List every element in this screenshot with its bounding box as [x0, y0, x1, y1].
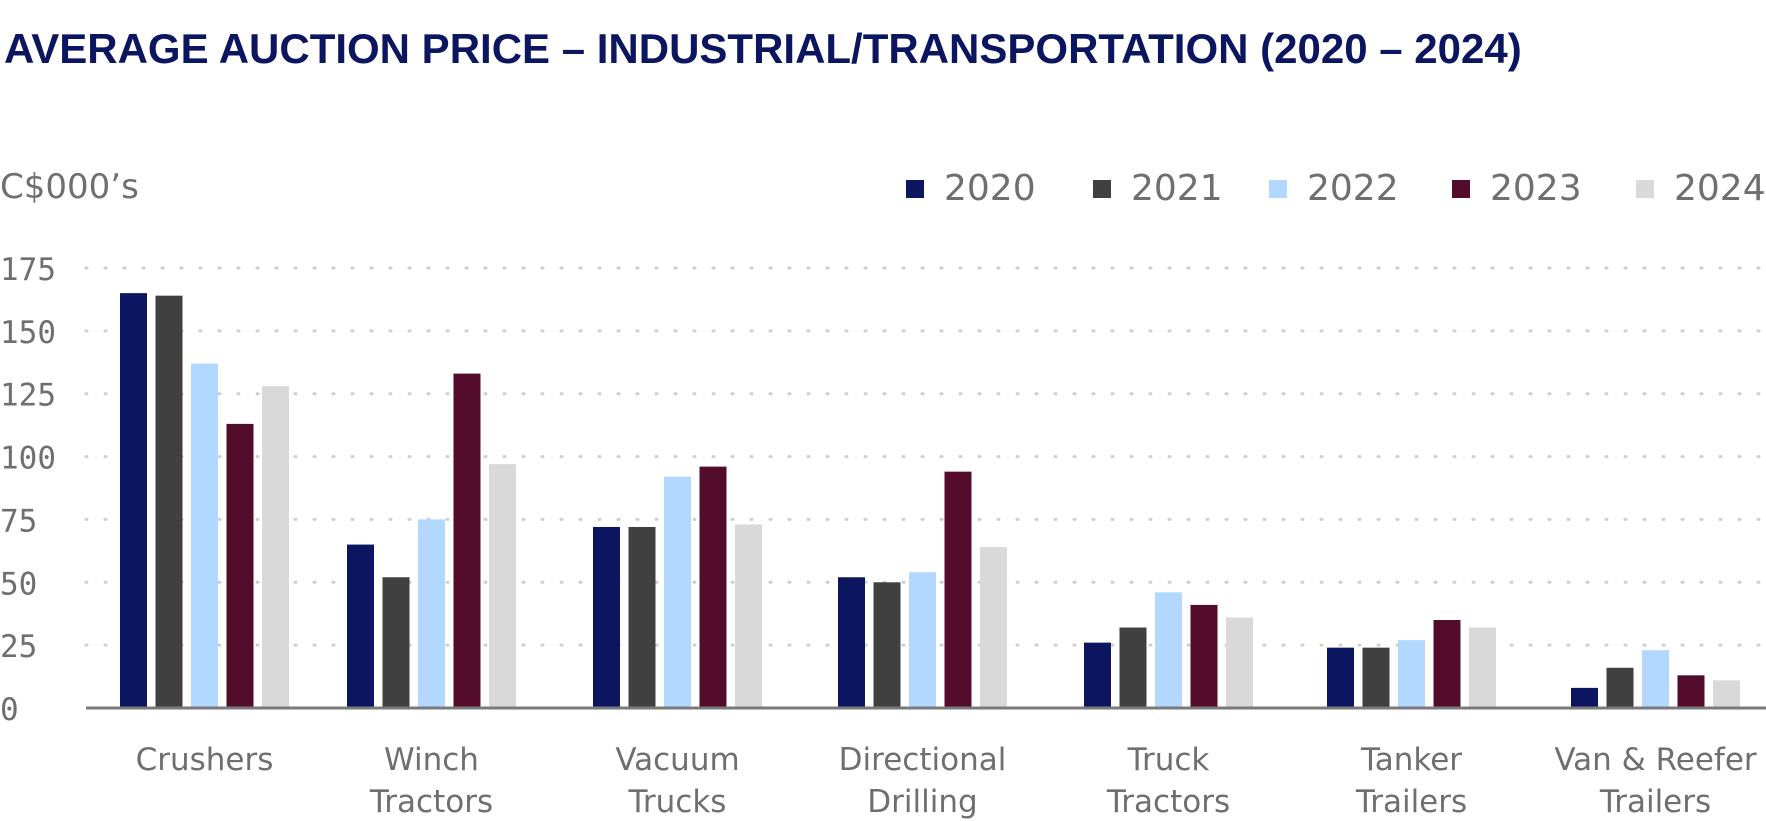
legend-swatch-2024 [1636, 180, 1654, 198]
x-category-label: Trucks [628, 784, 727, 820]
bar [347, 544, 374, 708]
x-axis-category-labels: Crushers Winch Tractors Vacuum Trucks Directi… [136, 742, 1757, 820]
bar [155, 295, 183, 708]
bar [873, 582, 901, 708]
legend-label-2023: 2023 [1490, 168, 1582, 209]
bar [1571, 687, 1598, 708]
bar [1327, 647, 1354, 708]
y-axis-unit-label: C$000’s [0, 167, 139, 207]
x-category-label: Truck [1127, 742, 1210, 778]
bar [980, 547, 1007, 708]
bar [1119, 627, 1147, 708]
legend-swatch-2021 [1093, 180, 1111, 198]
bar [1642, 650, 1669, 708]
x-category-label: Tractors [1106, 784, 1230, 820]
legend-label-2022: 2022 [1307, 168, 1399, 209]
legend-label-2024: 2024 [1674, 168, 1766, 209]
y-tick-label: 0 [0, 692, 19, 728]
bar [838, 577, 865, 708]
bar [120, 293, 147, 708]
x-category-label: Crushers [136, 742, 274, 778]
y-axis-ticks: 0 25 50 75 100 125 150 175 [0, 252, 56, 728]
bar [944, 471, 972, 708]
bar [1190, 604, 1218, 708]
bar [226, 423, 254, 708]
x-category-label: Van & Reefer [1554, 742, 1757, 778]
bar [1362, 647, 1390, 708]
bar [1606, 667, 1634, 708]
legend-swatch-2023 [1452, 180, 1470, 198]
legend-swatch-2022 [1269, 180, 1287, 198]
bar [1226, 617, 1253, 708]
x-category-label: Vacuum [615, 742, 739, 778]
bars [120, 293, 1740, 708]
bar [382, 577, 410, 708]
bar [1084, 642, 1111, 708]
bar [1398, 640, 1425, 708]
x-category-label: Trailers [1599, 784, 1711, 820]
bar [453, 373, 481, 708]
legend-label-2021: 2021 [1131, 168, 1223, 209]
bar [593, 526, 620, 708]
legend-label-2020: 2020 [944, 168, 1036, 209]
bar [664, 476, 691, 708]
bar [262, 386, 289, 708]
x-category-label: Winch [384, 742, 479, 778]
x-category-label: Trailers [1355, 784, 1467, 820]
bar [1469, 627, 1496, 708]
y-tick-label: 50 [0, 566, 37, 602]
x-category-label: Drilling [867, 784, 977, 820]
legend-swatch-2020 [906, 180, 924, 198]
legend: 2020 2021 2022 2023 2024 [906, 168, 1766, 209]
y-tick-label: 100 [0, 441, 56, 477]
bar [1677, 675, 1705, 708]
bar [909, 572, 936, 708]
bar [1713, 680, 1740, 708]
bar [191, 363, 218, 708]
y-tick-label: 125 [0, 378, 56, 414]
y-tick-label: 25 [0, 629, 37, 665]
y-tick-label: 75 [0, 503, 37, 539]
chart-title: AVERAGE AUCTION PRICE – INDUSTRIAL/TRANS… [4, 25, 1522, 72]
bar [418, 519, 445, 708]
x-category-label: Directional [839, 742, 1007, 778]
x-category-label: Tractors [369, 784, 493, 820]
bar [628, 526, 656, 708]
bar [1433, 620, 1461, 708]
y-tick-label: 150 [0, 315, 56, 351]
bar [699, 466, 727, 708]
bar [1155, 592, 1182, 708]
x-category-label: Tanker [1360, 742, 1462, 778]
bar [735, 524, 762, 708]
y-tick-label: 175 [0, 252, 56, 288]
bar [489, 464, 516, 708]
